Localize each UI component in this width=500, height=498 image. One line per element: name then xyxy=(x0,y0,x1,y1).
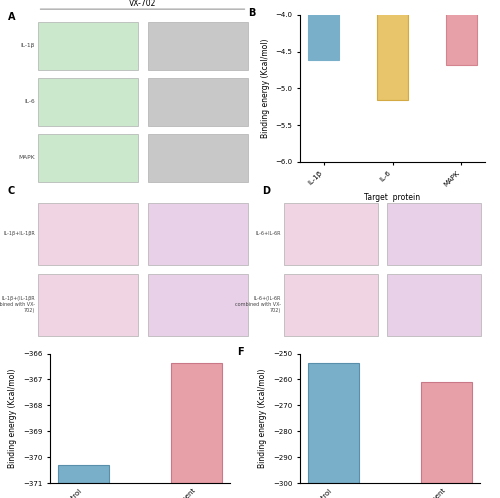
Text: IL-1β+IL-1βR: IL-1β+IL-1βR xyxy=(4,231,35,236)
Bar xyxy=(148,78,248,126)
Bar xyxy=(148,22,248,70)
Bar xyxy=(284,203,378,264)
Text: B: B xyxy=(248,7,256,17)
Text: -4.68: -4.68 xyxy=(454,57,468,62)
Bar xyxy=(284,274,378,336)
Bar xyxy=(421,382,472,483)
Text: MAPK: MAPK xyxy=(18,155,35,160)
Bar xyxy=(38,274,138,336)
Text: -4.62: -4.62 xyxy=(316,53,331,58)
Bar xyxy=(148,133,248,182)
Text: IL-6+(IL-6R
combined with VX-
702): IL-6+(IL-6R combined with VX- 702) xyxy=(235,296,281,313)
Text: D: D xyxy=(262,186,270,196)
Bar xyxy=(377,0,408,100)
Text: IL-6: IL-6 xyxy=(24,99,35,104)
Bar xyxy=(58,465,109,483)
Y-axis label: Binding energy (Kcal/mol): Binding energy (Kcal/mol) xyxy=(8,369,18,468)
Text: VX-702: VX-702 xyxy=(129,0,156,8)
Bar xyxy=(148,274,248,336)
Bar xyxy=(308,0,340,60)
Text: IL-1β+(IL-1βR
combined with VX-
702): IL-1β+(IL-1βR combined with VX- 702) xyxy=(0,296,35,313)
Bar xyxy=(387,203,481,264)
Text: C: C xyxy=(8,186,15,196)
Y-axis label: Binding energy (Kcal/mol): Binding energy (Kcal/mol) xyxy=(260,39,270,138)
Bar xyxy=(446,0,476,65)
X-axis label: Target  protein: Target protein xyxy=(364,193,420,202)
Bar xyxy=(308,363,359,483)
Text: F: F xyxy=(237,347,244,357)
Text: -5.16: -5.16 xyxy=(386,92,400,97)
Y-axis label: Binding energy (Kcal/mol): Binding energy (Kcal/mol) xyxy=(258,369,268,468)
Bar xyxy=(148,203,248,264)
Bar xyxy=(38,133,138,182)
Text: A: A xyxy=(8,11,15,21)
Bar xyxy=(38,22,138,70)
Text: IL-6+IL-6R: IL-6+IL-6R xyxy=(256,231,281,236)
Bar xyxy=(387,274,481,336)
Text: IL-1β: IL-1β xyxy=(20,43,35,48)
Bar xyxy=(38,203,138,264)
Bar xyxy=(38,78,138,126)
Bar xyxy=(171,363,222,483)
